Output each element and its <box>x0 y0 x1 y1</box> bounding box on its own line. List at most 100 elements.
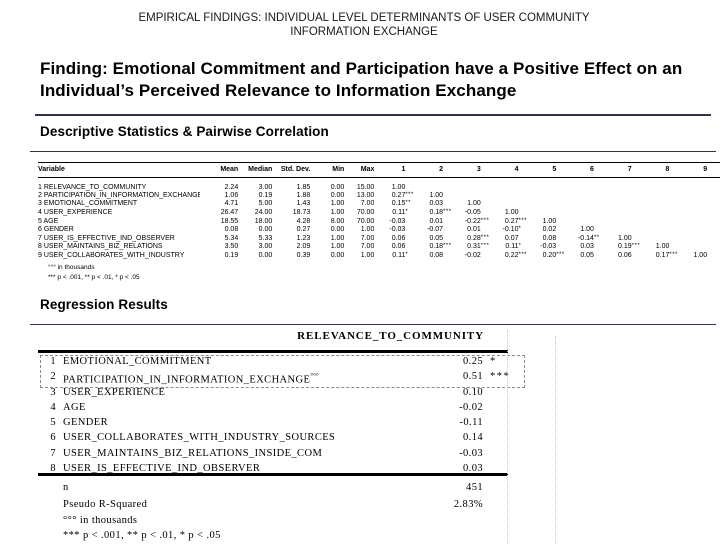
correlation-cell: 1.00 <box>418 191 456 200</box>
predictor-label: USER_IS_EFFECTIVE_IND_OBSERVER <box>63 463 261 475</box>
stddev-cell: 4.28 <box>296 217 311 225</box>
correlation-cell: 0.02 <box>531 225 569 234</box>
stddev-cell: 1.88 <box>296 191 311 199</box>
correlation-value: 0.01 <box>429 217 444 225</box>
stddev-cell: 1.43 <box>296 200 311 208</box>
max-cell: 13.00 <box>356 191 375 199</box>
correlation-cell <box>682 191 720 200</box>
footnote-thousands: °°° in thousands <box>48 264 95 271</box>
dependent-variable-header: RELEVANCE_TO_COMMUNITY <box>297 330 484 342</box>
significance-stars: *** <box>490 371 511 383</box>
correlation-cell <box>418 178 456 192</box>
correlation-cell <box>644 234 682 243</box>
row-number: 5 <box>50 417 56 429</box>
max-cell: 1.00 <box>360 251 375 259</box>
correlation-value: 0.01 <box>467 226 481 234</box>
row-number: 4 <box>50 401 56 413</box>
significance-stars: *** <box>480 217 490 224</box>
row-number: 8 <box>50 463 56 475</box>
correlation-value: 0.08 <box>429 251 444 259</box>
model-stat-row: n 451 <box>38 479 508 496</box>
correlation-cell: 0.08 <box>531 234 569 243</box>
predictor-label: EMOTIONAL_COMMITMENT <box>63 356 212 367</box>
descriptive-footnotes: °°° in thousands *** p < .001, ** p < .0… <box>48 263 140 283</box>
median-cell: 18.00 <box>254 217 273 225</box>
correlation-cell: 0.11* <box>380 251 418 260</box>
stddev-cell: 0.39 <box>296 251 311 259</box>
regression-row: 2 PARTICIPATION_IN_INFORMATION_EXCHANGE°°… <box>38 369 508 386</box>
correlation-cell: -0.03 <box>380 225 418 234</box>
column-header: 5 <box>531 162 569 178</box>
correlation-cell <box>607 217 645 226</box>
model-stat-row: Pseudo R-Squared 2.83% <box>38 496 508 513</box>
regression-section-heading: Regression Results <box>40 297 168 312</box>
stat-value: 451 <box>466 482 483 493</box>
correlation-cell <box>644 178 682 192</box>
table-row: 5 AGE 18.55 18.00 4.28 8.00 70.00 -0.03 0.01 -0.… <box>38 217 720 226</box>
regression-table-top-rule <box>38 350 508 353</box>
min-cell: 1.00 <box>330 200 345 208</box>
correlation-cell <box>569 200 607 209</box>
correlation-value: 7 <box>627 166 632 173</box>
divider-under-finding <box>35 114 711 116</box>
correlation-value: 0.06 <box>391 234 406 242</box>
correlation-value: 0.15 <box>391 200 406 208</box>
column-header: 1 <box>380 162 419 178</box>
correlation-cell <box>494 191 532 200</box>
regression-row: 8 USER_IS_EFFECTIVE_IND_OBSERVER 0.03 <box>38 461 508 476</box>
correlation-value: 0.06 <box>391 243 406 251</box>
correlation-value: -0.03 <box>540 243 557 251</box>
min-cell: 1.00 <box>330 243 345 251</box>
correlation-cell: -0.05 <box>456 208 494 217</box>
row-number: 7 <box>50 447 56 459</box>
descriptive-section-heading: Descriptive Statistics & Pairwise Correl… <box>40 124 329 139</box>
correlation-cell: 1.00 <box>531 217 569 226</box>
correlation-cell: 0.05 <box>418 234 456 243</box>
column-header: 6 <box>568 162 607 178</box>
predictor-label: USER_COLLABORATES_WITH_INDUSTRY_SOURCES <box>63 432 336 444</box>
correlation-cell: 0.18*** <box>418 208 456 217</box>
correlation-value: 1.00 <box>580 226 594 234</box>
table-row: 1 RELEVANCE_TO_COMMUNITY 2.24 3.00 1.85 0.00… <box>38 178 720 192</box>
regression-rows: 1 EMOTIONAL_COMMITMENT 0.25 * 2 PARTICIPATION… <box>38 354 508 476</box>
mean-cell: 4.71 <box>224 200 239 208</box>
correlation-value: 4 <box>514 166 519 173</box>
footnote-significance: *** p < .001, ** p < .01, * p < .05 <box>63 530 221 541</box>
correlation-value: 1.00 <box>504 208 519 216</box>
correlation-cell <box>682 217 720 226</box>
regression-row: 5 GENDER -0.11 <box>38 415 508 430</box>
correlation-cell: 1.00 <box>456 200 494 209</box>
correlation-value: 0.17 <box>655 251 670 259</box>
correlation-value: 0.27 <box>504 217 519 225</box>
correlation-cell: 1.00 <box>607 234 645 243</box>
correlation-cell <box>644 225 682 234</box>
significance-stars: * <box>518 243 522 250</box>
significance-stars: *** <box>405 191 414 198</box>
mean-cell: 1.06 <box>224 191 239 199</box>
slide-title: EMPIRICAL FINDINGS: INDIVIDUAL LEVEL DET… <box>138 12 590 38</box>
correlation-cell: -0.14** <box>569 234 607 243</box>
correlation-value: 0.05 <box>429 234 444 242</box>
correlation-value: -0.14 <box>577 234 594 242</box>
max-cell: 1.00 <box>360 226 375 234</box>
correlation-cell: 0.06 <box>380 243 418 252</box>
min-cell: 1.00 <box>330 234 345 242</box>
footnote-significance: *** p < .001, ** p < .01, * p < .05 <box>48 274 140 281</box>
column-header: 7 <box>606 162 645 178</box>
max-cell: 7.00 <box>360 200 375 208</box>
correlation-cell <box>607 200 645 209</box>
correlation-cell <box>644 208 682 217</box>
correlation-cell <box>682 208 720 217</box>
correlation-cell: 0.11* <box>494 243 532 252</box>
stddev-cell: 0.27 <box>296 226 311 234</box>
correlation-value: 1.00 <box>391 184 406 191</box>
regression-footnotes: °°° in thousands *** p < .001, ** p < .0… <box>63 513 221 543</box>
column-header: 9 <box>682 162 720 178</box>
correlation-value: 1 <box>401 166 406 173</box>
min-cell: 0.00 <box>330 226 345 234</box>
coefficient-value: 0.25 <box>463 356 483 367</box>
correlation-cell <box>644 191 682 200</box>
correlation-cell <box>456 178 494 192</box>
max-cell: 15.00 <box>356 184 375 191</box>
